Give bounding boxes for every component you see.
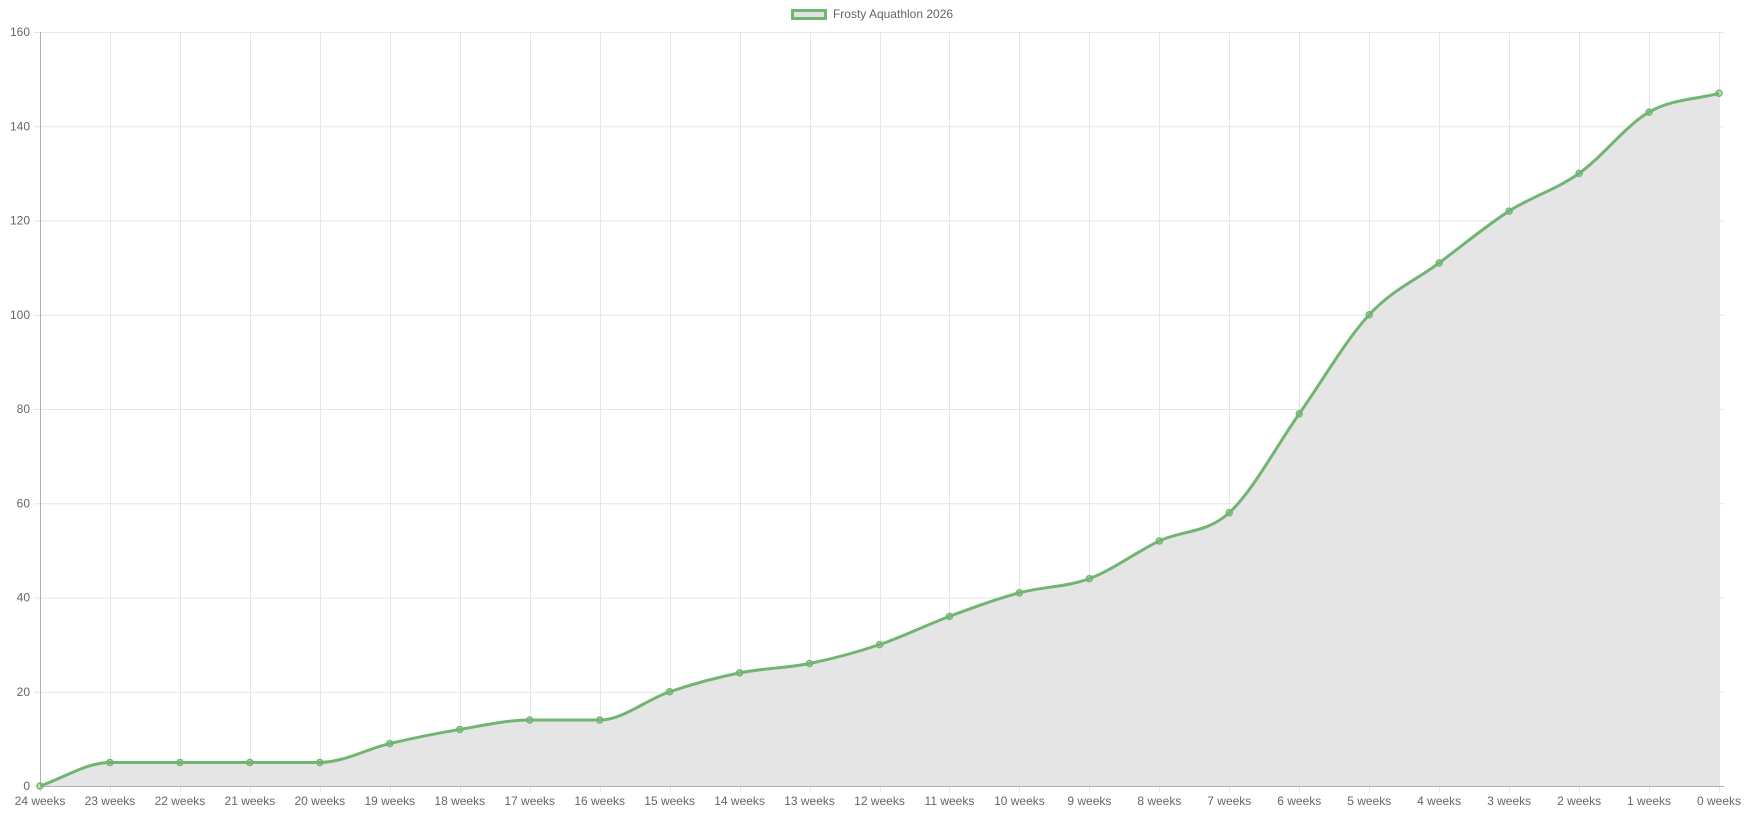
series-line	[39, 91, 1720, 788]
y-tick-label: 140	[10, 119, 30, 133]
x-tick-label: 11 weeks	[925, 794, 975, 808]
y-tick-label: 80	[17, 402, 31, 416]
data-point	[316, 758, 324, 767]
x-tick-label: 24 weeks	[15, 794, 66, 808]
data-point	[1295, 409, 1303, 418]
data-point	[1015, 589, 1024, 597]
label-layer: 0 20 40 60 80 100 120 140 160 24 weeks 23 weeks 22 …	[10, 25, 1741, 808]
x-tick-label: 10 weeks	[994, 794, 1045, 808]
data-point	[735, 669, 744, 677]
line-layer	[39, 91, 1720, 788]
data-point	[386, 739, 394, 748]
x-tick-label: 9 weeks	[1067, 794, 1111, 808]
x-tick-label: 22 weeks	[155, 794, 206, 808]
x-tick-label: 1 weeks	[1627, 794, 1671, 808]
y-tick-label: 20	[17, 685, 31, 699]
y-tick-label: 40	[17, 591, 31, 605]
legend-swatch[interactable]	[790, 8, 827, 20]
point-layer	[36, 89, 1723, 790]
x-tick-label: 8 weeks	[1137, 794, 1181, 808]
y-tick-label: 100	[10, 308, 30, 322]
data-point	[246, 758, 254, 767]
legend-label[interactable]: Frosty Aquathlon 2026	[832, 7, 954, 21]
x-tick-label: 16 weeks	[574, 794, 625, 808]
data-point	[525, 716, 534, 724]
x-tick-label: 0 weeks	[1697, 794, 1741, 808]
axis-layer	[40, 32, 1724, 787]
x-tick-label: 13 weeks	[784, 794, 835, 808]
data-point	[1645, 108, 1653, 116]
x-tick-label: 12 weeks	[854, 794, 905, 808]
x-tick-label: 18 weeks	[434, 794, 485, 808]
data-point	[595, 716, 604, 724]
x-tick-label: 19 weeks	[364, 794, 415, 808]
x-tick-label: 21 weeks	[225, 794, 276, 808]
data-point	[945, 612, 954, 621]
data-point	[106, 758, 114, 767]
data-point	[1575, 169, 1583, 178]
data-point	[665, 688, 674, 696]
x-tick-label: 7 weeks	[1207, 794, 1251, 808]
y-tick-label: 120	[10, 214, 30, 228]
data-point	[456, 725, 464, 734]
x-tick-label: 23 weeks	[85, 794, 136, 808]
x-tick-label: 4 weeks	[1417, 794, 1461, 808]
data-point	[805, 659, 814, 668]
y-tick-label: 160	[10, 25, 30, 39]
x-tick-label: 3 weeks	[1487, 794, 1531, 808]
data-point	[176, 758, 184, 767]
data-point	[875, 640, 884, 649]
x-tick-label: 14 weeks	[714, 794, 765, 808]
data-point	[36, 782, 44, 790]
chart-legend: Frosty Aquathlon 2026	[0, 7, 1744, 21]
x-tick-label: 15 weeks	[644, 794, 695, 808]
data-point	[1155, 537, 1164, 545]
x-tick-label: 17 weeks	[504, 794, 555, 808]
x-tick-label: 2 weeks	[1557, 794, 1601, 808]
series-area	[40, 93, 1719, 786]
data-point	[1085, 574, 1094, 583]
data-point	[1225, 508, 1234, 517]
data-point	[1435, 259, 1443, 267]
y-tick-label: 0	[23, 779, 30, 793]
data-point	[1715, 89, 1723, 98]
y-tick-label: 60	[17, 496, 31, 510]
area-layer	[40, 93, 1719, 786]
x-tick-label: 5 weeks	[1347, 794, 1391, 808]
data-point	[1505, 207, 1513, 215]
data-point	[1365, 311, 1373, 319]
x-tick-label: 20 weeks	[294, 794, 345, 808]
x-tick-label: 6 weeks	[1277, 794, 1321, 808]
